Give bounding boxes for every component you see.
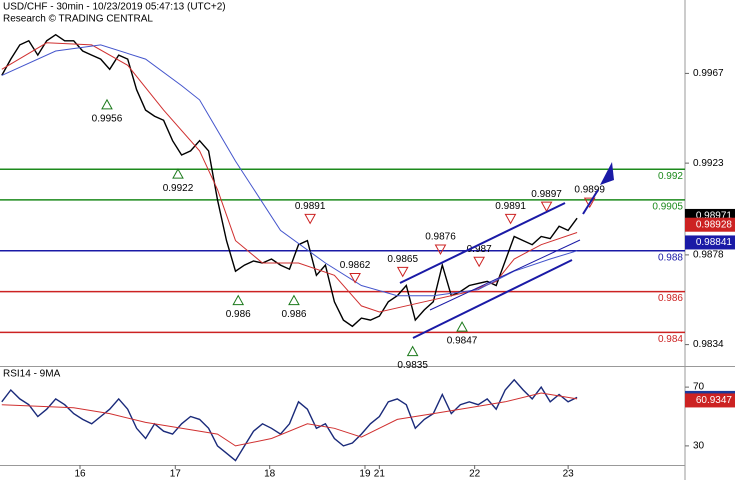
price-tag-label: 0.98841 — [696, 237, 733, 248]
y-tick-label: 0.9834 — [693, 339, 724, 350]
pivot-label: 0.9956 — [92, 113, 123, 124]
series-line — [1, 42, 578, 313]
pivot-marker — [434, 244, 447, 255]
pivot-marker — [540, 201, 553, 213]
pivot-marker — [396, 266, 409, 278]
price-tag — [685, 235, 735, 250]
x-tick-label: 23 — [563, 469, 575, 480]
pivot-label: 0.9865 — [387, 254, 418, 265]
pivot-label: 0.986 — [226, 309, 251, 320]
pivot-label: 0.9897 — [531, 189, 562, 200]
forecast-arrow — [582, 189, 599, 215]
pivot-marker — [101, 98, 113, 110]
level-label: 0.9905 — [652, 201, 683, 212]
channel-line — [399, 202, 566, 284]
pivot-marker — [349, 273, 361, 284]
pivot-marker — [406, 345, 419, 357]
x-tick-label: 21 — [374, 469, 386, 480]
level-label: 0.986 — [658, 293, 683, 304]
price-tag-label: 0.98971 — [696, 211, 733, 222]
pivot-label: 0.9847 — [447, 336, 478, 347]
pivot-label: 0.9835 — [397, 360, 428, 371]
x-tick-label: 17 — [170, 469, 182, 480]
pivot-marker — [583, 197, 596, 209]
y-tick-label: 0.9923 — [693, 158, 724, 169]
x-tick-label: 22 — [469, 469, 481, 480]
y-tick-label: 30 — [693, 441, 705, 452]
pivot-label: 0.9891 — [495, 201, 526, 212]
y-tick-label: 70 — [693, 382, 705, 393]
pivot-marker — [288, 294, 300, 306]
series-line — [1, 44, 578, 297]
x-tick-label: 19 — [359, 469, 371, 480]
panel-title: RSI14 - 9MA — [3, 369, 61, 380]
channel-line — [429, 239, 581, 311]
pivot-label: 0.9876 — [425, 232, 456, 243]
pivot-marker — [456, 321, 468, 332]
pivot-marker — [304, 213, 316, 225]
x-tick-label: 16 — [74, 469, 86, 480]
price-tag-label: 0.98928 — [696, 219, 733, 230]
series-line — [1, 392, 578, 447]
plot: 0.9834 0.9878 0.9923 0.9967 0.992 0.9905 0.988… — [0, 33, 735, 480]
price-tag — [685, 393, 735, 408]
series-line — [1, 378, 578, 462]
pivot-marker — [504, 213, 517, 225]
x-tick-label: 18 — [264, 469, 276, 480]
channel-line — [412, 259, 573, 339]
pivot-label: 0.9922 — [163, 183, 194, 194]
chart-subtitle: Research © TRADING CENTRAL — [3, 14, 153, 25]
level-label: 0.992 — [658, 171, 683, 182]
pivot-marker — [172, 168, 184, 179]
price-tag — [685, 217, 735, 232]
pivot-label: 0.987 — [467, 244, 492, 255]
level-label: 0.988 — [658, 252, 683, 263]
pivot-marker — [232, 294, 245, 306]
pivot-marker — [473, 256, 485, 268]
y-tick-label: 0.9878 — [693, 250, 724, 261]
chart-title: USD/CHF - 30min - 10/23/2019 05:47:13 (U… — [3, 2, 226, 13]
pivot-label: 0.9862 — [340, 260, 371, 271]
series-line — [1, 33, 578, 328]
y-tick-label: 0.9967 — [693, 68, 724, 79]
level-label: 0.984 — [658, 334, 683, 345]
price-tag-label: 60.9347 — [696, 395, 733, 406]
pivot-label: 0.986 — [281, 309, 306, 320]
forecast-arrowhead — [600, 162, 614, 185]
pivot-label: 0.9891 — [295, 201, 326, 212]
pivot-label: 0.9899 — [574, 185, 605, 196]
